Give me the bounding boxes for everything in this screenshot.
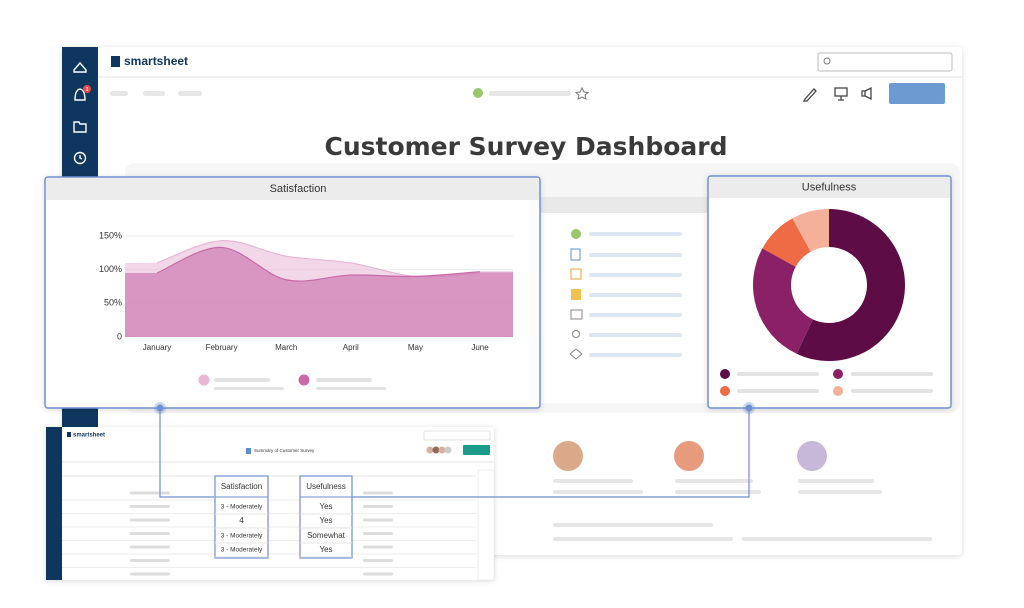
x-tick-label: February <box>206 343 238 352</box>
sheet-search[interactable] <box>423 430 491 441</box>
donut-slice <box>792 209 829 252</box>
cell-placeholder <box>363 491 393 495</box>
cell-placeholder <box>363 572 393 576</box>
donut-slice <box>752 248 813 354</box>
cell: Yes <box>319 516 332 525</box>
sheet-title: Summary of Customer Survey <box>254 448 315 453</box>
cell: 4 <box>239 516 244 525</box>
collaborators <box>426 446 452 454</box>
favorite-star[interactable] <box>574 86 590 100</box>
cell-placeholder <box>130 559 170 562</box>
legend-swatch <box>833 386 843 396</box>
column-header: Satisfaction <box>221 482 262 491</box>
cell-placeholder <box>130 491 170 495</box>
breadcrumbs <box>110 91 571 96</box>
cell: Yes <box>319 502 332 511</box>
card-header <box>46 178 539 200</box>
search-icon <box>823 57 831 65</box>
donut-chart <box>720 209 905 396</box>
cell-placeholder <box>363 559 393 562</box>
dashboard-title: Customer Survey Dashboard <box>324 132 727 161</box>
cell-placeholder <box>363 505 393 508</box>
sheet-right-panel <box>477 469 495 581</box>
notification-badge <box>83 85 91 93</box>
card-title: Usefulness <box>802 181 857 193</box>
connector-dots <box>154 402 755 414</box>
widget-body <box>540 213 710 403</box>
area-chart: 0 50% 100% 150% January February March April May… <box>99 230 513 386</box>
area-line <box>156 246 481 282</box>
sheet-window <box>46 427 494 580</box>
column-highlight <box>214 475 269 559</box>
shortcut-list <box>569 229 682 360</box>
legend-swatch <box>720 369 730 379</box>
column-highlight <box>299 475 353 559</box>
x-tick-label: June <box>471 343 489 352</box>
card-header <box>709 177 950 198</box>
sheet-sidebar <box>46 427 62 580</box>
notification-count: 3 <box>86 87 89 93</box>
legend-swatch <box>298 374 310 386</box>
legend-placeholders <box>737 372 933 393</box>
area-fill <box>125 247 513 337</box>
legend-placeholders <box>214 378 386 390</box>
sheet-rows <box>62 491 476 582</box>
y-tick-label: 50% <box>104 298 122 308</box>
cell-placeholder <box>130 532 170 535</box>
cell-placeholder <box>130 505 170 508</box>
cell: 3 - Moderately <box>221 547 263 554</box>
donut-slice <box>796 209 905 361</box>
column-header: Usefulness <box>306 482 346 491</box>
x-tick-label: May <box>408 343 423 352</box>
brand-name: smartsheet <box>124 54 188 68</box>
x-tick-label: January <box>143 343 171 352</box>
share-button[interactable] <box>889 83 945 104</box>
cell: 3 - Moderately <box>221 533 263 540</box>
sheet-share[interactable] <box>463 445 490 455</box>
sheet-logo <box>67 432 71 437</box>
cell-placeholder <box>130 518 170 522</box>
usefulness-card <box>707 175 952 409</box>
widget-header <box>540 197 710 213</box>
legend-swatch <box>833 369 843 379</box>
card-title: Satisfaction <box>270 183 327 195</box>
y-tick-label: 0 <box>117 331 122 341</box>
sheet-brand: smartsheet <box>73 433 105 439</box>
x-tick-label: April <box>343 343 359 352</box>
x-tick-label: March <box>275 343 297 352</box>
cell-placeholder <box>130 545 170 549</box>
y-tick-label: 150% <box>99 230 122 240</box>
sheet-columns: Satisfaction Usefulness 3 - Moderately Yes 4… <box>214 475 353 559</box>
connectors <box>159 408 750 498</box>
legend-swatch <box>720 386 730 396</box>
sheet-icon <box>246 448 251 454</box>
sidebar-icons <box>73 61 87 165</box>
team-section <box>553 441 932 541</box>
donut-slice <box>762 218 811 267</box>
legend-swatch <box>198 374 210 386</box>
search-box[interactable] <box>817 52 953 72</box>
dashboard-icon <box>473 88 483 98</box>
toolbar-icons[interactable] <box>802 86 872 102</box>
cell: 3 - Moderately <box>221 504 263 511</box>
cell-placeholder <box>363 532 393 535</box>
cell: Somewhat <box>307 531 346 540</box>
cell-placeholder <box>130 572 170 576</box>
cell-placeholder <box>363 518 393 522</box>
cell-placeholder <box>363 545 393 549</box>
cell: Yes <box>319 545 332 554</box>
brand-logo <box>111 56 120 67</box>
y-tick-label: 100% <box>99 264 122 274</box>
